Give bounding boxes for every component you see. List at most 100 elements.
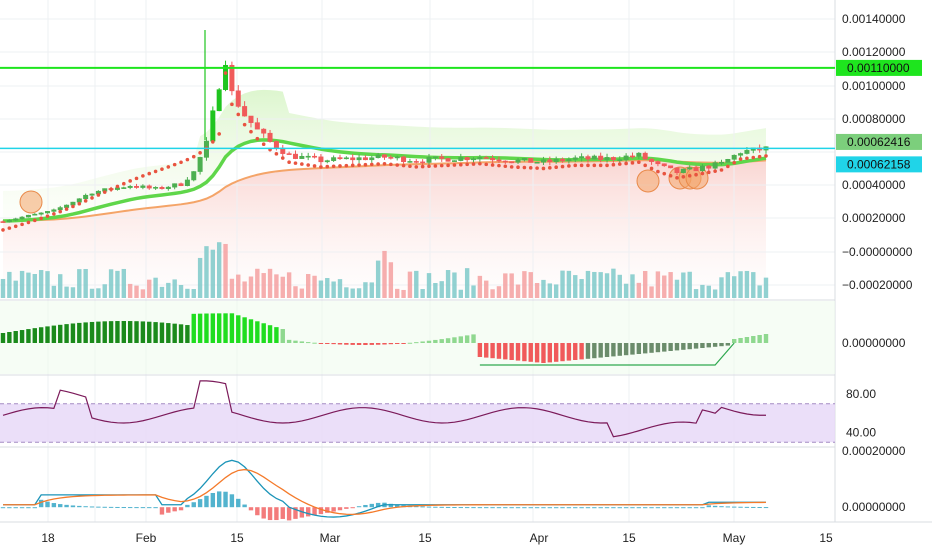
momentum-bar-54 xyxy=(344,343,349,345)
sar-dot-117 xyxy=(745,156,749,161)
sar-dot-58 xyxy=(369,162,374,167)
macd-tick-label-1: 0.00000000 xyxy=(842,500,906,514)
macd-hist-31 xyxy=(197,499,203,508)
sar-dot-27 xyxy=(172,162,177,167)
volume-bar-71 xyxy=(452,272,457,298)
sar-dot-61 xyxy=(389,162,393,167)
momentum-bar-24 xyxy=(153,322,158,343)
momentum-bar-1 xyxy=(7,332,12,343)
sar-dot-65 xyxy=(414,165,419,169)
volume-bar-79 xyxy=(503,273,508,298)
macd-hist-109 xyxy=(693,507,699,509)
macd-line xyxy=(3,459,766,518)
price-panel[interactable] xyxy=(0,30,835,232)
candle-body-69 xyxy=(439,156,445,159)
sar-dot-22 xyxy=(141,174,145,178)
macd-hist-52 xyxy=(331,507,336,512)
macd-hist-82 xyxy=(522,507,527,509)
macd-hist-53 xyxy=(337,507,343,511)
momentum-bar-4 xyxy=(26,329,31,343)
volume-bar-82 xyxy=(522,271,527,298)
momentum-bar-29 xyxy=(185,325,190,343)
sar-dot-38 xyxy=(242,122,247,127)
momentum-bar-40 xyxy=(255,321,260,343)
sar-dot-12 xyxy=(77,201,82,206)
sar-dot-25 xyxy=(160,167,164,171)
candle-body-86 xyxy=(547,159,553,163)
momentum-bar-36 xyxy=(229,313,235,343)
volume-bar-97 xyxy=(617,274,622,298)
momentum-bar-67 xyxy=(426,340,432,343)
momentum-bar-82 xyxy=(522,343,527,362)
momentum-bar-68 xyxy=(433,339,438,343)
volume-bar-112 xyxy=(712,289,718,298)
volume-bar-37 xyxy=(236,274,241,298)
sar-dot-45 xyxy=(287,160,291,164)
sar-dot-78 xyxy=(497,163,501,168)
sar-dot-29 xyxy=(185,157,190,162)
momentum-bar-83 xyxy=(528,343,533,362)
sar-dot-93 xyxy=(592,163,597,168)
volume-bar-54 xyxy=(344,287,349,298)
macd-hist-77 xyxy=(490,507,495,509)
volume-bar-14 xyxy=(89,288,95,298)
sar-dot-106 xyxy=(675,176,679,180)
momentum-bar-10 xyxy=(64,324,69,343)
sar-dot-59 xyxy=(376,162,380,166)
candle-body-55 xyxy=(350,157,356,161)
volume-bar-116 xyxy=(738,271,743,298)
momentum-panel xyxy=(0,301,835,374)
momentum-bar-50 xyxy=(318,343,324,344)
sar-dot-64 xyxy=(408,164,412,169)
momentum-bar-66 xyxy=(420,341,425,343)
momentum-bar-34 xyxy=(216,313,222,343)
x-tick-label-4: 15 xyxy=(418,531,432,545)
volume-bar-4 xyxy=(26,272,31,298)
candle-body-9 xyxy=(57,207,63,211)
price-tick-label-1: 0.00120000 xyxy=(842,45,906,59)
momentum-bar-119 xyxy=(757,335,762,343)
volume-bar-70 xyxy=(445,270,451,298)
momentum-bar-26 xyxy=(166,323,171,343)
sar-dot-13 xyxy=(83,199,88,203)
sar-dot-51 xyxy=(325,164,330,169)
candle-body-106 xyxy=(674,167,680,173)
sar-dot-6 xyxy=(39,216,43,221)
candle-body-117 xyxy=(744,150,750,154)
candle-body-77 xyxy=(490,158,496,161)
sar-dot-49 xyxy=(312,164,317,168)
macd-hist-11 xyxy=(70,505,76,508)
momentum-bar-16 xyxy=(102,321,107,343)
candle-body-87 xyxy=(553,158,559,163)
volume-bar-12 xyxy=(77,269,82,298)
sar-dot-24 xyxy=(153,169,158,174)
momentum-bar-55 xyxy=(350,343,355,345)
macd-hist-101 xyxy=(642,507,648,509)
candle-body-116 xyxy=(738,153,744,156)
sar-dot-114 xyxy=(726,164,730,169)
momentum-bar-39 xyxy=(248,319,254,343)
candle-body-94 xyxy=(598,155,604,160)
macd-hist-115 xyxy=(732,506,737,508)
candle-body-113 xyxy=(718,161,724,164)
macd-hist-15 xyxy=(96,506,101,508)
sar-dot-23 xyxy=(147,171,152,176)
momentum-bar-120 xyxy=(763,334,769,343)
momentum-bar-57 xyxy=(363,343,368,345)
momentum-bar-75 xyxy=(477,343,483,357)
candle-body-115 xyxy=(731,154,737,160)
sar-dot-28 xyxy=(179,160,183,165)
momentum-bar-60 xyxy=(382,343,387,345)
macd-hist-86 xyxy=(547,507,553,509)
candle-body-100 xyxy=(636,152,642,157)
candle-body-34 xyxy=(216,89,222,112)
sar-dot-2 xyxy=(13,224,18,229)
momentum-bar-19 xyxy=(121,321,127,343)
macd-hist-90 xyxy=(573,507,578,509)
volume-bar-105 xyxy=(668,272,673,298)
sar-dot-103 xyxy=(656,169,660,174)
candle-body-92 xyxy=(585,156,591,160)
candle-body-68 xyxy=(432,156,438,159)
